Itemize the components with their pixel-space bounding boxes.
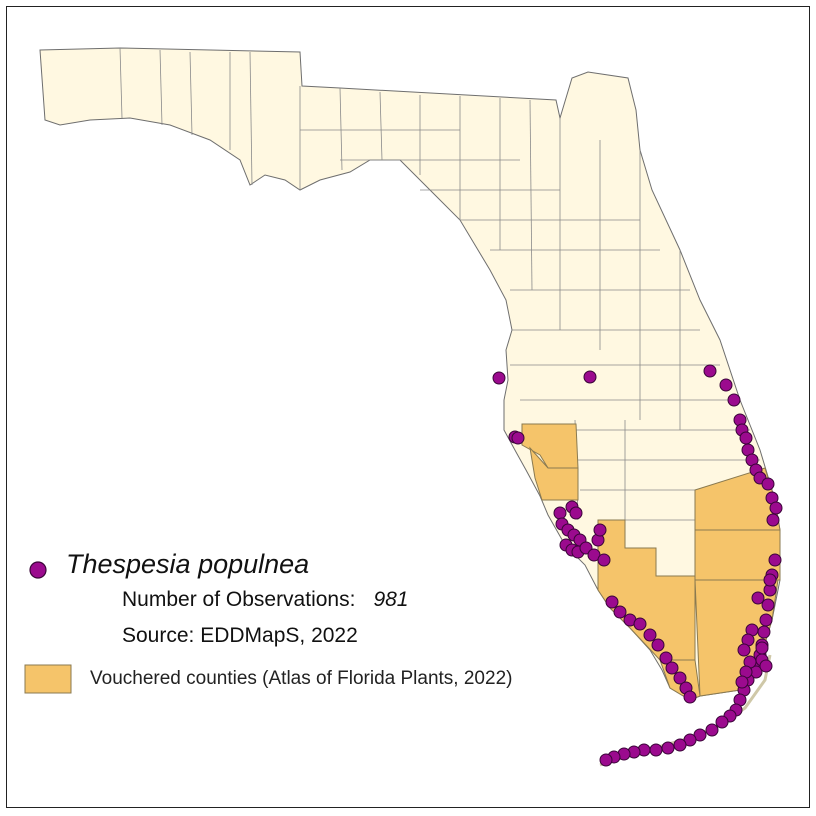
observation-point bbox=[599, 753, 613, 767]
observation-point bbox=[593, 523, 607, 537]
observation-point bbox=[511, 431, 525, 445]
observations-row: Number of Observations: 981 bbox=[122, 588, 408, 612]
vouchered-label: Vouchered counties (Atlas of Florida Pla… bbox=[90, 668, 513, 689]
observation-point bbox=[735, 675, 749, 689]
source-text: Source: EDDMapS, 2022 bbox=[122, 624, 358, 647]
observations-label: Number of Observations: bbox=[122, 588, 356, 611]
observation-point bbox=[703, 364, 717, 378]
observation-point bbox=[759, 613, 773, 627]
observation-point bbox=[659, 651, 673, 665]
observation-point bbox=[651, 638, 665, 652]
observation-point bbox=[719, 378, 733, 392]
observation-point bbox=[649, 743, 663, 757]
observation-point bbox=[705, 723, 719, 737]
observation-point bbox=[737, 643, 751, 657]
observation-point bbox=[605, 595, 619, 609]
observation-point bbox=[643, 628, 657, 642]
observation-point bbox=[683, 690, 697, 704]
purple-circle-icon bbox=[29, 561, 47, 579]
observation-point bbox=[673, 671, 687, 685]
observation-point bbox=[739, 431, 753, 445]
observation-point bbox=[613, 605, 627, 619]
observation-point bbox=[569, 506, 583, 520]
observation-point bbox=[761, 477, 775, 491]
observation-point bbox=[673, 738, 687, 752]
observation-point bbox=[715, 715, 729, 729]
observation-point bbox=[633, 617, 647, 631]
orange-square-icon bbox=[24, 664, 72, 694]
observation-point bbox=[763, 573, 777, 587]
observation-point bbox=[665, 661, 679, 675]
county-sarasota bbox=[529, 446, 579, 501]
county-broward bbox=[694, 529, 781, 581]
observation-point bbox=[759, 659, 773, 673]
observation-point bbox=[768, 553, 782, 567]
observation-point bbox=[492, 371, 506, 385]
observation-point bbox=[727, 393, 741, 407]
observation-point bbox=[766, 513, 780, 527]
observation-point bbox=[597, 553, 611, 567]
map-frame bbox=[6, 6, 810, 808]
observation-point bbox=[755, 641, 769, 655]
observation-point bbox=[583, 370, 597, 384]
observation-points bbox=[492, 364, 783, 767]
observations-value: 981 bbox=[373, 588, 409, 611]
observation-point bbox=[769, 501, 783, 515]
observation-point bbox=[661, 741, 675, 755]
county-borders bbox=[119, 47, 760, 521]
observation-point bbox=[757, 625, 771, 639]
species-name: Thespesia populnea bbox=[66, 549, 310, 579]
observation-point bbox=[761, 598, 775, 612]
observation-point bbox=[751, 591, 765, 605]
observation-point bbox=[553, 506, 567, 520]
